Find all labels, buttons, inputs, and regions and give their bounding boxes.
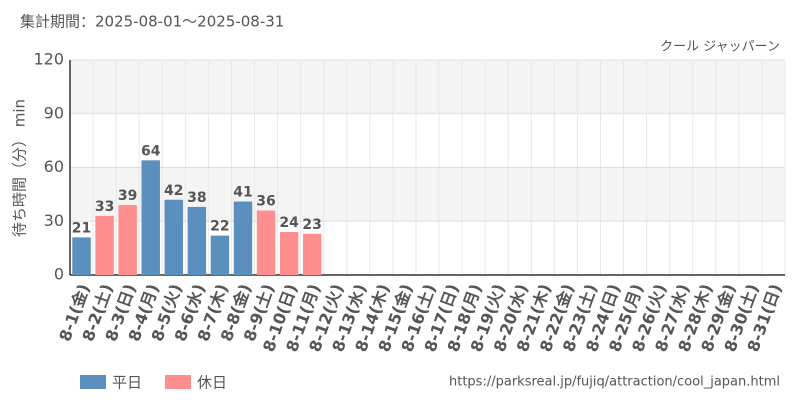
data-label: 64 — [141, 143, 161, 159]
bar — [141, 160, 160, 275]
source-url: https://parksreal.jp/fujiq/attraction/co… — [449, 375, 780, 390]
legend-swatch — [165, 375, 191, 389]
y-tick-label: 30 — [44, 211, 64, 230]
bar — [279, 232, 299, 275]
bar — [164, 199, 184, 275]
bar — [187, 206, 207, 275]
data-label: 36 — [256, 194, 275, 210]
bar — [210, 235, 230, 275]
data-label: 22 — [210, 219, 229, 235]
y-tick-label: 60 — [44, 157, 64, 176]
y-tick-label: 120 — [33, 50, 64, 69]
bar — [72, 237, 91, 275]
bar — [302, 233, 322, 275]
data-label: 38 — [187, 190, 206, 206]
data-label: 39 — [118, 188, 137, 204]
data-label: 24 — [279, 215, 299, 231]
bar — [118, 205, 137, 275]
chart-title: 集計期間：2025-08-01～2025-08-31 — [20, 13, 284, 31]
legend-swatch — [80, 375, 106, 389]
data-label: 21 — [72, 220, 91, 236]
data-label: 42 — [164, 183, 183, 199]
data-label: 23 — [302, 217, 321, 233]
bar — [256, 210, 276, 275]
bar — [95, 215, 114, 275]
chart-subtitle: クール ジャッパーン — [660, 40, 780, 55]
grid-band — [70, 60, 785, 114]
legend-label: 休日 — [197, 374, 227, 392]
data-label: 41 — [233, 185, 252, 201]
y-axis-label: 待ち時間（分） min — [11, 99, 29, 237]
y-tick-label: 90 — [44, 103, 64, 122]
data-label: 33 — [95, 199, 114, 215]
bar — [233, 201, 253, 275]
y-tick-label: 0 — [54, 265, 64, 284]
legend-label: 平日 — [112, 374, 142, 392]
